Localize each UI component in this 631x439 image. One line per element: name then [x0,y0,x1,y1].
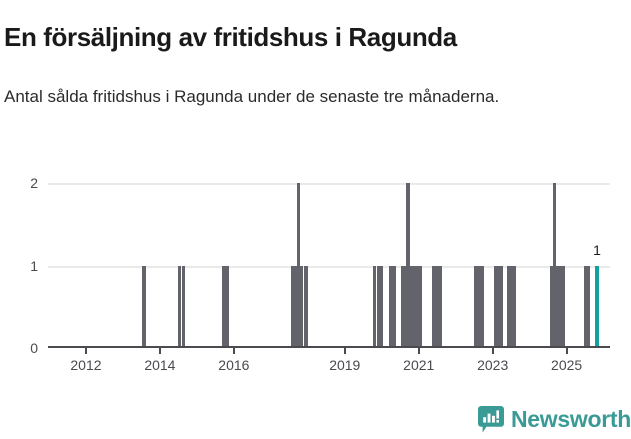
x-axis-tick-mark [343,348,346,354]
bar[interactable] [493,265,498,348]
bar-chart: 1 0 1 2 2012 2014 2016 2019 2021 2023 2025 [0,160,631,395]
x-axis-tick-label: 2021 [403,357,435,373]
bar[interactable] [561,265,566,348]
bar[interactable] [555,265,560,348]
x-axis-tick-mark [232,348,235,354]
bar[interactable] [400,265,404,348]
bar[interactable] [512,265,517,348]
bar[interactable] [294,265,298,348]
x-axis-tick-label: 2016 [218,357,250,373]
x-axis-tick-mark [491,348,494,354]
gridline [48,265,610,268]
bar[interactable] [418,265,422,348]
bar[interactable] [481,265,485,348]
bar[interactable] [549,265,554,348]
newsworthy-logo-text: Newsworthy [511,405,631,432]
bar[interactable] [412,265,416,348]
bar[interactable] [222,265,226,348]
page-title: En försäljning av fritidshus i Ragunda [4,22,457,53]
gridline [48,183,610,185]
bar[interactable] [376,265,380,348]
bar[interactable] [473,265,478,348]
bar[interactable] [552,183,557,348]
x-axis-tick-label: 2012 [70,357,102,373]
bar[interactable] [439,265,443,348]
bar[interactable] [142,265,146,348]
bar-chart-speech-bubble-icon [478,405,504,433]
x-axis-tick-mark [417,348,420,354]
x-axis-tick-label: 2019 [329,357,361,373]
bar[interactable] [392,265,396,348]
bar[interactable] [586,265,591,348]
x-axis-tick-label: 2023 [477,357,509,373]
x-axis-tick-label: 2025 [551,357,583,373]
page-subtitle: Antal sålda fritidshus i Ragunda under d… [4,87,500,106]
bar[interactable] [226,265,230,348]
bar[interactable] [304,265,308,348]
bar[interactable] [499,265,503,348]
x-axis-tick-mark [158,348,161,354]
bar[interactable] [507,265,511,348]
plot-area: 1 [48,183,610,348]
newsworthy-logo[interactable]: Newsworthy [478,404,631,434]
bar[interactable] [388,265,393,348]
bar[interactable] [373,265,377,348]
bar[interactable] [297,183,301,348]
bar[interactable] [510,265,514,348]
bar[interactable] [379,265,384,348]
bar[interactable] [431,265,435,348]
bar[interactable] [435,265,439,348]
bar[interactable] [409,265,413,348]
y-axis-tick-label: 1 [30,257,38,274]
bar[interactable] [415,265,419,348]
y-axis-tick-label: 2 [30,175,38,191]
bar[interactable] [477,265,481,348]
x-axis-tick-mark [84,348,87,354]
y-axis-tick-label: 0 [30,340,38,356]
bar[interactable] [406,183,410,348]
x-axis-tick-label: 2014 [144,357,176,373]
bar-value-label: 1 [593,241,601,258]
bar[interactable] [299,265,304,348]
bar[interactable] [496,265,500,348]
bar[interactable] [558,265,563,348]
bar[interactable] [291,265,295,348]
bar-highlighted[interactable] [595,265,599,348]
x-axis-line [48,346,610,348]
bar[interactable] [583,265,588,348]
bar[interactable] [403,265,407,348]
bar[interactable] [177,265,182,348]
bar[interactable] [181,265,185,348]
x-axis-tick-mark [565,348,568,354]
